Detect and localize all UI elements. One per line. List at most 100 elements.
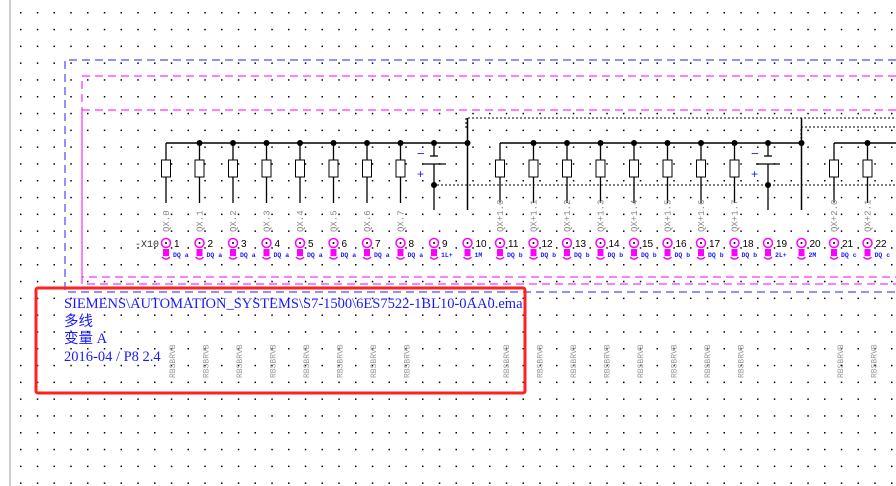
grid-dot (371, 96, 374, 98)
grid-dot (455, 230, 457, 232)
grid-dot (70, 247, 72, 249)
grid-dot (237, 45, 240, 48)
grid-dot (221, 482, 223, 484)
grid-dot (556, 79, 558, 81)
grid-dot (87, 146, 89, 148)
grid-dot (204, 264, 206, 266)
grid-dot (221, 314, 223, 316)
cable-label: RBSBRVB (303, 344, 312, 378)
grid-dot (87, 398, 89, 400)
grid-dot (137, 129, 139, 132)
grid-dot (740, 448, 742, 451)
grid-dot (539, 448, 541, 451)
grid-dot (170, 12, 173, 14)
grid-dot (807, 314, 809, 316)
grid-dot (438, 297, 441, 300)
grid-dot (154, 415, 156, 417)
grid-dot (321, 62, 323, 64)
grid-dot (405, 314, 407, 316)
grid-dot (355, 398, 357, 400)
grid-dot (757, 230, 759, 232)
grid-dot (388, 12, 390, 14)
grid-dot (740, 96, 742, 98)
grid-dot (556, 247, 558, 249)
grid-dot (405, 465, 407, 468)
grid-dot (237, 280, 240, 283)
grid-dot (556, 129, 558, 132)
grid-dot (338, 331, 340, 333)
terminal-body (731, 249, 738, 256)
grid-dot (388, 96, 390, 98)
grid-dot (87, 432, 89, 434)
grid-dot (70, 348, 72, 350)
grid-dot (723, 12, 725, 14)
grid-dot (237, 364, 240, 367)
grid-dot (36, 28, 39, 31)
grid-dot (87, 448, 89, 451)
grid-dot (589, 247, 591, 249)
grid-dot (36, 364, 39, 367)
channel-label: QX+1.3 (597, 200, 607, 232)
grid-dot (170, 348, 173, 350)
grid-dot (154, 432, 156, 434)
grid-dot (120, 415, 122, 417)
grid-dot (891, 28, 893, 31)
grid-dot (455, 448, 457, 451)
grid-dot (840, 230, 843, 232)
grid-dot (489, 432, 491, 434)
grid-dot (388, 45, 390, 48)
grid-dot (154, 146, 156, 148)
grid-dot (539, 348, 541, 350)
grid-dot (422, 280, 424, 283)
highlight-box (34, 286, 527, 395)
grid-dot (438, 12, 441, 14)
grid-dot (254, 465, 256, 468)
grid-dot (874, 180, 876, 182)
grid-dot (522, 45, 524, 48)
grid-dot (221, 448, 223, 451)
grid-dot (288, 348, 290, 350)
grid-dot (589, 129, 591, 132)
grid-dot (455, 297, 457, 300)
grid-dot (304, 348, 307, 350)
grid-dot (154, 79, 156, 81)
grid-dot (840, 62, 843, 64)
grid-dot (187, 28, 189, 31)
grid-dot (539, 264, 541, 266)
grid-dot (857, 398, 859, 400)
grid-dot (706, 146, 709, 148)
grid-dot (355, 432, 357, 434)
grid-dot (187, 314, 189, 316)
grid-dot (304, 297, 307, 300)
grid-dot (237, 163, 240, 165)
grid-dot (505, 146, 508, 148)
grid-dot (221, 381, 223, 384)
grid-dot (472, 96, 474, 98)
grid-dot (355, 314, 357, 316)
terminal-number: 2 (208, 239, 214, 250)
terminal-center (767, 242, 769, 244)
grid-dot (137, 12, 139, 14)
grid-dot (20, 314, 22, 316)
grid-dot (254, 129, 256, 132)
grid-dot (271, 331, 273, 333)
grid-dot (338, 96, 340, 98)
grid-dot (120, 12, 122, 14)
grid-dot (221, 348, 223, 350)
terminal-number: 7 (375, 239, 381, 250)
grid-dot (706, 415, 709, 417)
grid-dot (70, 213, 72, 216)
grid-dot (690, 432, 692, 434)
grid-dot (891, 364, 893, 367)
grid-dot (639, 62, 642, 64)
grid-dot (70, 398, 72, 400)
grid-dot (288, 415, 290, 417)
grid-dot (304, 398, 307, 400)
grid-dot (154, 348, 156, 350)
grid-dot (773, 297, 776, 300)
grid-dot (36, 96, 39, 98)
grid-dot (36, 280, 39, 283)
grid-dot (673, 96, 675, 98)
